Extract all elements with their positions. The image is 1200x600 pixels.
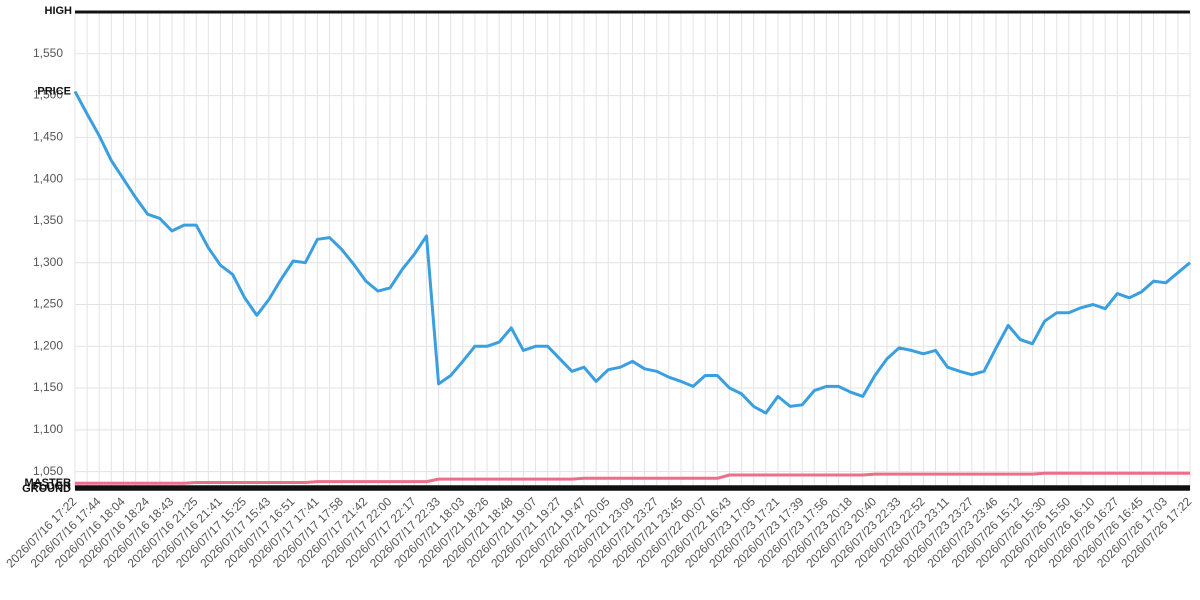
y-tick-label: 1,450 — [33, 130, 63, 144]
y-tick-label: 1,050 — [33, 464, 63, 478]
y-tick-label: 1,300 — [33, 255, 63, 269]
series-label: GROUND — [22, 483, 71, 495]
y-tick-label: 1,150 — [33, 380, 63, 394]
y-tick-label: 1,200 — [33, 338, 63, 352]
y-tick-label: 1,400 — [33, 171, 63, 185]
y-tick-label: 1,550 — [33, 46, 63, 60]
series-line — [75, 471, 1190, 485]
series-label: FLOOR — [33, 481, 72, 493]
y-tick-label: 1,250 — [33, 297, 63, 311]
y-tick-label: 1,350 — [33, 213, 63, 227]
series-label: PRICE — [37, 85, 71, 97]
series-label: HIGH — [45, 5, 73, 17]
y-tick-label: 1,100 — [33, 422, 63, 436]
series-line — [73, 90, 1191, 415]
series-label: MASTER — [25, 477, 72, 489]
y-tick-label: 1,500 — [33, 88, 63, 102]
